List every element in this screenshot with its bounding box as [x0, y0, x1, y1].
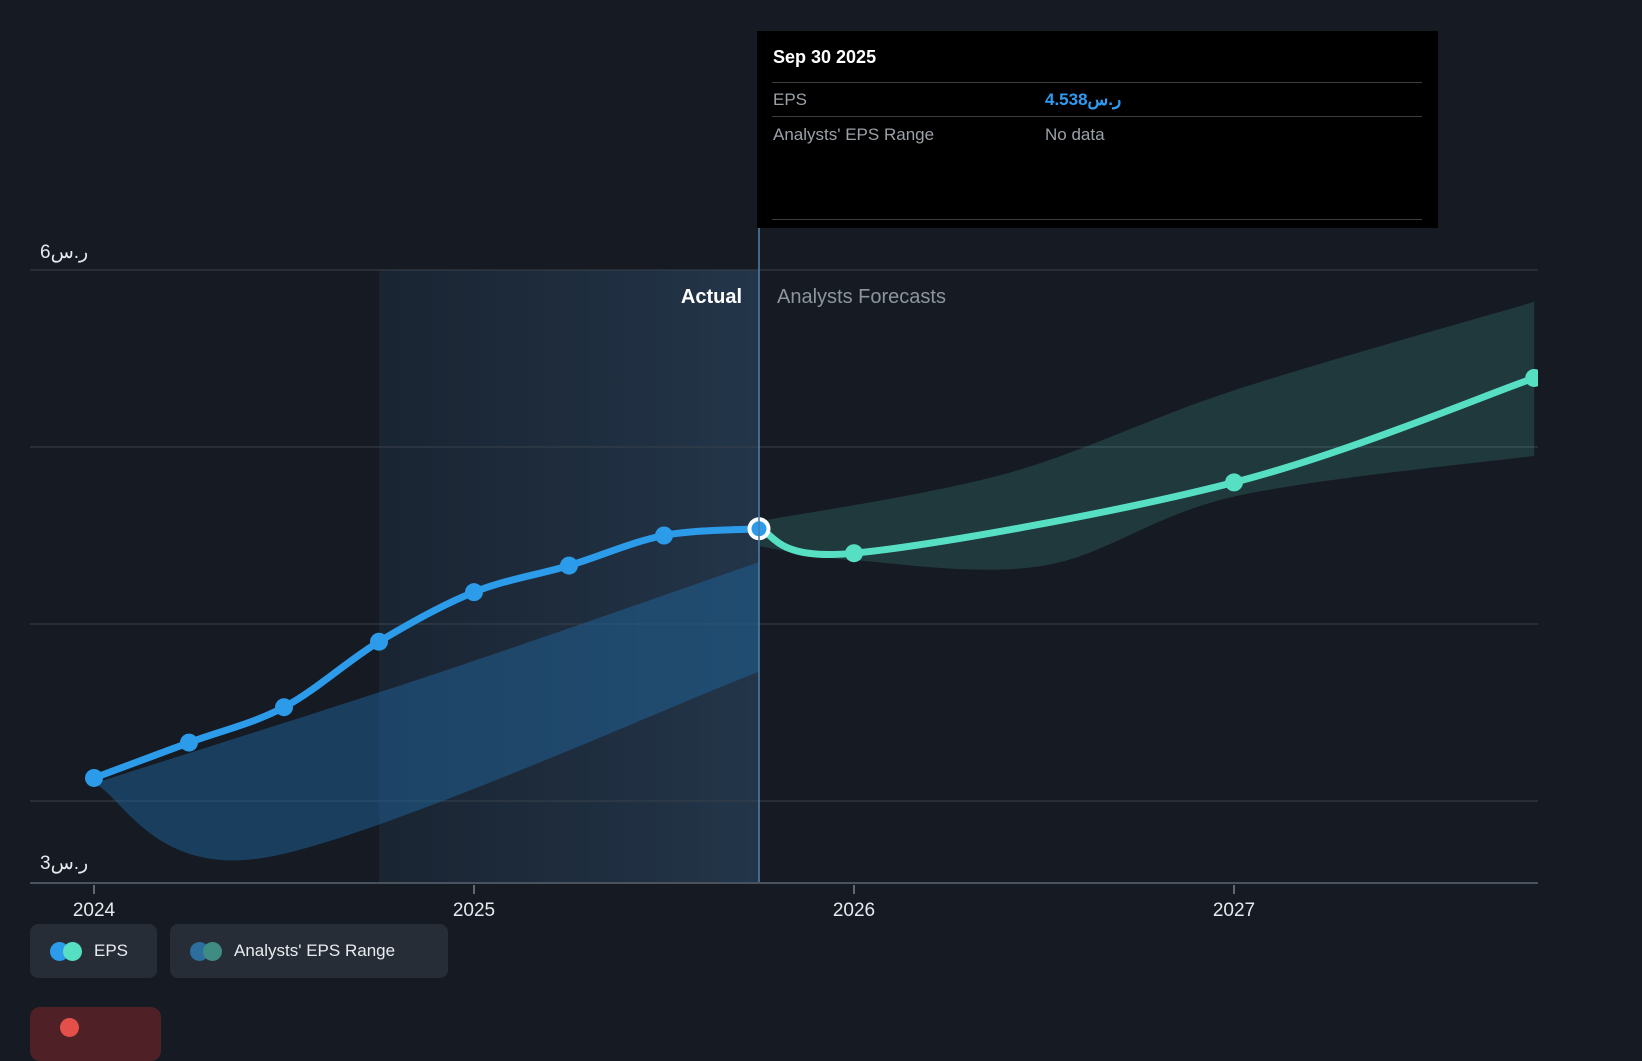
tooltip-row-eps: EPS 4.538ر.س [773, 90, 1422, 110]
data-point-actual[interactable] [370, 632, 388, 651]
data-point-forecast[interactable] [1225, 473, 1243, 492]
legend-chip-eps-label: EPS [94, 941, 129, 960]
data-point-actual[interactable] [560, 556, 578, 575]
tooltip-date: Sep 30 2025 [773, 47, 877, 67]
tooltip-eps-range-label: Analysts' EPS Range [773, 125, 935, 144]
chart-tooltip: Sep 30 2025 EPS 4.538ر.س Analysts' EPS R… [757, 31, 1438, 228]
data-point-actual[interactable] [85, 768, 103, 787]
data-point-forecast[interactable] [845, 544, 863, 563]
tooltip-eps-label: EPS [773, 90, 808, 109]
eps-forecast-dot-icon [63, 941, 82, 961]
legend-chip-eps-range[interactable]: Analysts' EPS Range [170, 924, 448, 978]
data-point-actual[interactable] [655, 526, 673, 545]
eps-forecast-line[interactable] [755, 374, 1538, 558]
eps-range-forecast-dot-icon [203, 941, 222, 961]
eps-series-icon [50, 941, 82, 961]
forecast-region-label: Analysts Forecasts [777, 286, 946, 308]
partial-legend-chip[interactable] [30, 1007, 161, 1061]
tooltip-divider [772, 219, 1422, 220]
actual-region-label: Actual [681, 286, 742, 308]
x-tick-label: 2024 [73, 900, 116, 921]
x-tick-label: 2027 [1213, 900, 1255, 921]
legend-chip-eps[interactable]: EPS [30, 924, 157, 978]
y-axis-label-top: 6ر.س [40, 242, 88, 263]
data-point-actual[interactable] [465, 583, 483, 602]
data-point-actual[interactable] [275, 698, 293, 717]
tooltip-eps-range-value: No data [1045, 125, 1105, 144]
tooltip-row-eps-range: Analysts' EPS Range No data [773, 125, 1422, 145]
analysts-eps-range-band[interactable] [759, 301, 1535, 570]
tooltip-divider [772, 116, 1422, 117]
tooltip-divider [772, 82, 1422, 83]
data-point-actual[interactable] [180, 733, 198, 752]
data-point-forecast[interactable] [1525, 368, 1543, 387]
legend-chip-eps-range-label: Analysts' EPS Range [234, 941, 396, 960]
partial-chip-dot-icon [60, 1018, 79, 1037]
eps-range-series-icon [190, 941, 222, 961]
y-axis-label-bottom: 3ر.س [40, 853, 88, 874]
x-tick-label: 2025 [453, 900, 495, 921]
tooltip-eps-value: 4.538ر.س [1045, 90, 1122, 109]
past-eps-range-band[interactable] [94, 562, 759, 861]
x-tick-label: 2026 [833, 900, 875, 921]
